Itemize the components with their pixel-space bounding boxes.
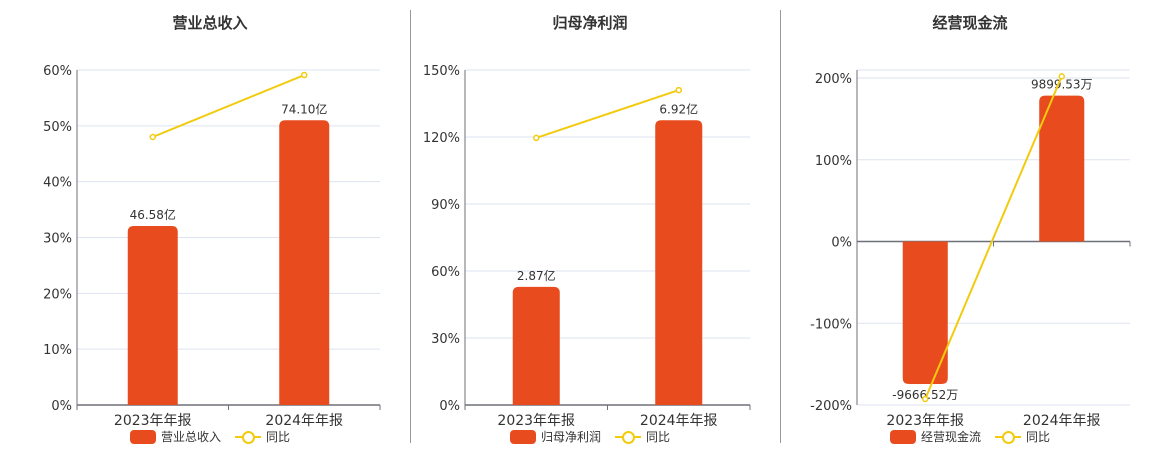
- x-tick-label: 2024年年报: [1023, 413, 1101, 429]
- y-tick-label: 50%: [43, 120, 72, 135]
- y-tick-label: 10%: [43, 343, 72, 358]
- yoy-point: [922, 395, 929, 403]
- legend-line-swatch[interactable]: [615, 430, 641, 444]
- y-tick-label: 30%: [43, 232, 72, 247]
- x-tick-label: 2023年年报: [497, 413, 575, 429]
- x-tick-label: 2023年年报: [114, 413, 192, 429]
- chart-title: 营业总收入: [172, 14, 248, 32]
- legend-bar-label[interactable]: 营业总收入: [160, 430, 221, 444]
- y-tick-label: -100%: [810, 317, 852, 332]
- bar: [512, 286, 560, 405]
- y-tick-label: 0%: [439, 399, 460, 414]
- legend-bar-swatch[interactable]: [129, 429, 156, 444]
- y-tick-label: 150%: [423, 64, 460, 79]
- bar-data-label: 74.10亿: [281, 101, 327, 116]
- chart-title: 归母净利润: [552, 14, 628, 32]
- bar-data-label: -9666.52万: [892, 388, 958, 402]
- bar-data-label: 6.92亿: [659, 101, 698, 116]
- x-tick-label: 2023年年报: [886, 413, 964, 429]
- y-tick-label: 30%: [431, 332, 460, 347]
- y-tick-label: 20%: [43, 287, 72, 302]
- panel-divider: [780, 10, 781, 443]
- yoy-point: [675, 86, 682, 94]
- legend-line-label[interactable]: 同比: [646, 430, 671, 444]
- bar: [1039, 95, 1085, 242]
- y-tick-label: -200%: [810, 399, 852, 414]
- chart-svg: -200% -100% 0% 100% 200% 2023年年报 -9666.52万 2024…: [810, 69, 1131, 429]
- legend-line-label[interactable]: 同比: [266, 430, 291, 444]
- y-tick-label: 0%: [831, 236, 852, 251]
- yoy-point: [1058, 73, 1065, 80]
- bar-data-label: 2.87亿: [517, 268, 556, 283]
- legend: 营业总收入 同比: [20, 428, 400, 445]
- legend-line-swatch[interactable]: [235, 430, 261, 444]
- chart-svg: 0% 10% 20% 30% 40% 50% 60% 2023年年报 46.58亿 2024年年报…: [43, 64, 381, 429]
- legend-bar-label[interactable]: 归母净利润: [540, 430, 601, 444]
- x-tick-label: 2024年年报: [265, 413, 343, 429]
- chart-panel-net-profit: 归母净利润 0% 30% 60% 90% 120% 150% 2023年年报 2.87亿 202…: [400, 0, 780, 450]
- yoy-point: [301, 71, 308, 79]
- yoy-line: [535, 89, 680, 139]
- legend: 归母净利润 同比: [400, 428, 780, 445]
- x-tick-label: 2024年年报: [640, 413, 718, 429]
- chart-svg: 0% 30% 60% 90% 120% 150% 2023年年报 2.87亿 2024年年报 6.…: [423, 64, 751, 429]
- bar-data-label: 9899.53万: [1031, 78, 1093, 92]
- legend-line-label[interactable]: 同比: [1026, 430, 1051, 444]
- y-tick-label: 60%: [431, 265, 460, 280]
- yoy-point: [149, 133, 156, 141]
- y-tick-label: 40%: [43, 176, 72, 191]
- y-tick-label: 90%: [431, 198, 460, 213]
- bar: [279, 120, 330, 405]
- panel-divider: [410, 10, 411, 443]
- y-tick-label: 0%: [51, 399, 72, 414]
- chart-panel-revenue: 营业总收入 0% 10% 20% 30% 40% 50% 60% 2023年年报 46.58亿 2…: [20, 0, 400, 450]
- legend-line-swatch[interactable]: [995, 430, 1021, 444]
- chart-panel-cash-flow: 经营现金流 -200% -100% 0% 100% 200% 2023年年报 -9666.5…: [780, 0, 1160, 450]
- y-tick-label: 100%: [815, 154, 852, 169]
- legend-bar-swatch[interactable]: [889, 429, 916, 444]
- yoy-point: [533, 134, 540, 142]
- yoy-line: [924, 75, 1063, 400]
- yoy-line: [152, 74, 305, 138]
- bar: [902, 241, 948, 384]
- y-tick-label: 60%: [43, 64, 72, 79]
- legend-bar-label[interactable]: 经营现金流: [920, 430, 981, 444]
- chart-title: 经营现金流: [932, 14, 1008, 32]
- y-tick-label: 120%: [423, 131, 460, 146]
- bar-data-label: 46.58亿: [130, 207, 176, 222]
- legend-bar-swatch[interactable]: [509, 429, 536, 444]
- legend: 经营现金流 同比: [780, 428, 1160, 445]
- y-tick-label: 200%: [815, 72, 852, 87]
- bar: [655, 120, 703, 405]
- bar: [127, 226, 178, 405]
